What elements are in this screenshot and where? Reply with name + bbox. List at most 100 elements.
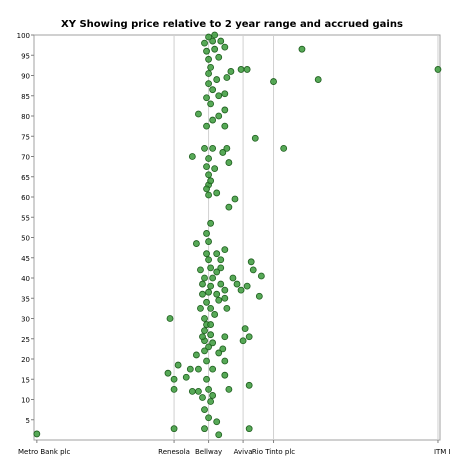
data-point — [221, 246, 229, 254]
data-point — [209, 274, 217, 282]
data-point — [221, 294, 229, 302]
y-tick-label: 90 — [21, 73, 30, 81]
y-tick-label: 65 — [21, 174, 30, 182]
y-tick-label: 75 — [21, 133, 30, 141]
data-point — [195, 365, 202, 373]
data-point — [207, 219, 215, 227]
data-point — [221, 371, 229, 379]
data-point — [237, 286, 245, 294]
data-point — [221, 122, 229, 130]
y-tick-label: 20 — [21, 356, 30, 364]
data-point — [314, 76, 322, 83]
data-point — [219, 149, 227, 156]
y-tick-label: 5 — [26, 417, 30, 425]
data-point — [205, 55, 212, 63]
data-point — [241, 325, 249, 333]
data-point — [209, 339, 217, 347]
data-point — [207, 398, 215, 405]
data-point — [203, 185, 210, 193]
data-point — [249, 266, 257, 274]
data-point — [203, 122, 210, 130]
data-point — [203, 357, 210, 365]
data-point — [225, 203, 233, 211]
data-point — [221, 286, 229, 294]
data-point — [205, 191, 212, 199]
data-point — [201, 144, 208, 152]
data-point — [197, 304, 204, 312]
x-axis-labels: Metro Bank plc Renesola Bellway Aviva Rio Ti… — [18, 440, 450, 456]
data-point — [219, 345, 227, 353]
data-point — [205, 171, 212, 179]
data-point — [215, 53, 223, 61]
data-point — [201, 425, 208, 433]
data-point — [170, 375, 178, 383]
data-point — [205, 33, 212, 41]
data-point — [257, 272, 265, 280]
data-point — [203, 94, 210, 102]
data-point — [205, 385, 212, 393]
data-point — [221, 357, 229, 365]
data-point — [255, 292, 263, 300]
data-point — [434, 66, 442, 73]
data-point — [174, 361, 182, 369]
data-point — [203, 163, 210, 171]
data-point — [207, 264, 215, 272]
data-point — [195, 387, 202, 395]
data-point — [192, 351, 200, 359]
y-tick-label: 30 — [21, 316, 30, 324]
data-point — [231, 195, 239, 203]
data-point — [207, 282, 215, 290]
data-point — [280, 144, 288, 152]
y-tick-label: 45 — [21, 255, 30, 263]
data-point — [170, 425, 178, 433]
x-category-label: Renesola — [158, 448, 190, 456]
data-point — [221, 333, 229, 341]
data-point — [205, 155, 212, 162]
data-point — [298, 45, 306, 53]
data-point — [201, 39, 208, 47]
data-point — [225, 159, 233, 166]
x-category-label: Metro Bank plc — [18, 448, 71, 456]
data-point — [270, 78, 277, 85]
data-point — [251, 134, 259, 142]
x-category-label: Bellway — [195, 448, 222, 456]
data-point — [209, 144, 217, 152]
data-point — [215, 349, 223, 357]
data-point — [211, 311, 219, 318]
data-point — [186, 365, 194, 373]
data-points — [33, 31, 442, 439]
data-point — [203, 375, 210, 383]
chart-title: XY Showing price relative to 2 year rang… — [61, 19, 403, 30]
y-tick-label: 100 — [17, 32, 30, 40]
data-point — [209, 116, 217, 124]
data-point — [213, 250, 221, 258]
data-point — [203, 47, 210, 55]
y-tick-label: 80 — [21, 113, 30, 121]
data-point — [223, 74, 231, 81]
data-point — [211, 165, 219, 173]
data-point — [205, 70, 212, 77]
data-point — [209, 37, 217, 45]
y-tick-label: 60 — [21, 194, 30, 202]
data-point — [182, 373, 190, 381]
data-point — [215, 296, 223, 304]
data-point — [205, 238, 212, 245]
data-point — [213, 189, 221, 197]
data-point — [237, 66, 245, 73]
data-point — [221, 43, 229, 51]
data-point — [211, 45, 219, 53]
data-point — [215, 112, 223, 120]
data-point — [199, 290, 206, 298]
data-point — [188, 153, 196, 160]
plot-area — [33, 34, 441, 441]
data-point — [195, 110, 202, 118]
data-point — [217, 264, 225, 272]
data-point — [243, 66, 251, 73]
data-point — [215, 92, 223, 100]
x-category-label: ITM Powe — [434, 448, 450, 456]
data-point — [229, 274, 237, 282]
data-point — [205, 256, 212, 264]
data-point — [213, 268, 221, 276]
data-point — [201, 347, 208, 355]
data-point — [239, 337, 247, 345]
